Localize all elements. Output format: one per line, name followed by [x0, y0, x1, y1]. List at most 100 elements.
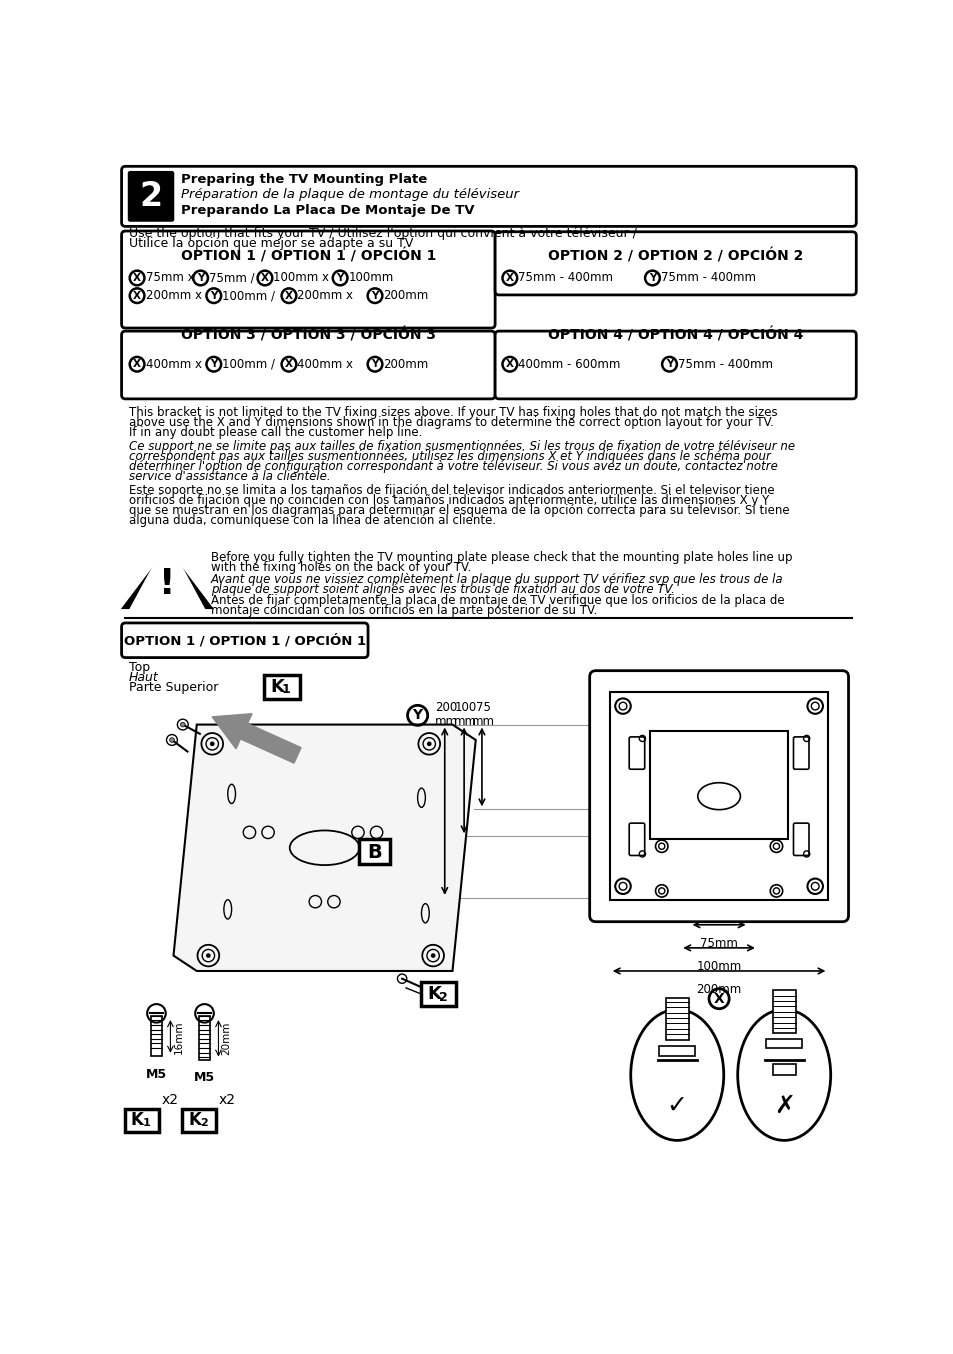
- Text: This bracket is not limited to the TV fixing sizes above. If your TV has fixing : This bracket is not limited to the TV fi…: [129, 406, 777, 418]
- Text: Este soporte no se limita a los tamaños de fijación del televisor indicados ante: Este soporte no se limita a los tamaños …: [129, 485, 774, 497]
- Text: que se muestran en los diagramas para determinar el esquema de la opción correct: que se muestran en los diagramas para de…: [129, 504, 788, 517]
- Text: 1: 1: [282, 684, 291, 696]
- FancyBboxPatch shape: [589, 670, 847, 922]
- Text: Use the option that fits your TV / Utilisez l'option qui convient à votre télévi: Use the option that fits your TV / Utili…: [129, 227, 636, 240]
- Circle shape: [210, 742, 214, 746]
- Text: x2: x2: [218, 1093, 235, 1106]
- FancyBboxPatch shape: [629, 823, 644, 856]
- Text: plaque de support soient alignés avec les trous de fixation au dos de votre TV.: plaque de support soient alignés avec le…: [211, 584, 674, 596]
- Text: OPTION 4 / OPTION 4 / OPCIÓN 4: OPTION 4 / OPTION 4 / OPCIÓN 4: [547, 328, 802, 343]
- Text: OPTION 3 / OPTION 3 / OPCIÓN 3: OPTION 3 / OPTION 3 / OPCIÓN 3: [181, 328, 436, 343]
- FancyBboxPatch shape: [793, 737, 808, 769]
- FancyBboxPatch shape: [420, 982, 456, 1006]
- Text: Y: Y: [665, 359, 673, 370]
- FancyBboxPatch shape: [182, 1109, 216, 1132]
- FancyBboxPatch shape: [121, 167, 856, 226]
- Bar: [199, 1016, 210, 1060]
- Text: 100mm /: 100mm /: [222, 290, 279, 302]
- FancyBboxPatch shape: [793, 823, 808, 856]
- Text: X: X: [285, 359, 293, 370]
- Text: 2: 2: [438, 991, 447, 1003]
- Text: 100mm: 100mm: [696, 960, 740, 974]
- Text: 2: 2: [139, 180, 162, 213]
- Text: 200mm x: 200mm x: [146, 290, 205, 302]
- Text: K: K: [270, 678, 284, 696]
- Text: X: X: [132, 291, 141, 301]
- Text: alguna duda, comuníquese con la línea de atención al cliente.: alguna duda, comuníquese con la línea de…: [129, 515, 496, 527]
- FancyBboxPatch shape: [495, 332, 856, 399]
- Text: correspondent pas aux tailles susmentionnées, utilisez les dimensions X et Y ind: correspondent pas aux tailles susmention…: [129, 450, 770, 463]
- Text: 200mm: 200mm: [383, 290, 428, 302]
- Text: Y: Y: [210, 291, 217, 301]
- Text: ✗: ✗: [773, 1094, 794, 1118]
- Text: M5: M5: [146, 1068, 167, 1080]
- Text: OPTION 1 / OPTION 1 / OPCIÓN 1: OPTION 1 / OPTION 1 / OPCIÓN 1: [180, 249, 436, 264]
- Text: 400mm x: 400mm x: [146, 357, 205, 371]
- Text: 75mm: 75mm: [700, 937, 738, 951]
- Text: X: X: [261, 274, 269, 283]
- Text: Y: Y: [371, 291, 378, 301]
- Text: Top: Top: [129, 662, 150, 674]
- Text: Preparando La Placa De Montaje De TV: Preparando La Placa De Montaje De TV: [181, 203, 475, 217]
- Text: 75mm x: 75mm x: [146, 272, 198, 284]
- Circle shape: [427, 742, 431, 746]
- Text: with the fixing holes on the back of your TV.: with the fixing holes on the back of you…: [211, 562, 471, 574]
- Text: déterminer l'option de configuration correspondant à votre téléviseur. Si vous a: déterminer l'option de configuration cor…: [129, 460, 777, 473]
- FancyBboxPatch shape: [121, 232, 495, 328]
- Text: Antes de fijar completamente la placa de montaje de TV verifique que los orifici: Antes de fijar completamente la placa de…: [211, 594, 783, 608]
- Bar: [151, 1016, 162, 1056]
- Text: Haut: Haut: [129, 672, 158, 685]
- Text: Avant que vous ne vissiez complètement la plaque du support TV vérifiez svp que : Avant que vous ne vissiez complètement l…: [211, 573, 782, 586]
- Text: !: !: [159, 567, 175, 601]
- Text: Y: Y: [371, 359, 378, 370]
- Text: X: X: [713, 991, 723, 1006]
- Text: 200mm x: 200mm x: [297, 290, 356, 302]
- Text: K: K: [427, 986, 440, 1003]
- Text: B: B: [367, 844, 381, 862]
- Text: service d'assistance à la clientèle.: service d'assistance à la clientèle.: [129, 470, 330, 483]
- Text: X: X: [132, 274, 141, 283]
- Text: X: X: [505, 274, 514, 283]
- Text: Preparing the TV Mounting Plate: Preparing the TV Mounting Plate: [181, 173, 427, 185]
- Polygon shape: [127, 539, 208, 613]
- Text: 75mm /: 75mm /: [209, 272, 258, 284]
- Text: OPTION 1 / OPTION 1 / OPCIÓN 1: OPTION 1 / OPTION 1 / OPCIÓN 1: [124, 634, 366, 647]
- FancyBboxPatch shape: [121, 623, 368, 658]
- Text: 100mm x: 100mm x: [274, 272, 333, 284]
- Text: 400mm x: 400mm x: [297, 357, 356, 371]
- Text: 75mm - 400mm: 75mm - 400mm: [678, 357, 772, 371]
- FancyBboxPatch shape: [121, 332, 495, 399]
- Text: K: K: [131, 1112, 144, 1129]
- FancyBboxPatch shape: [358, 839, 390, 864]
- FancyBboxPatch shape: [609, 692, 827, 900]
- Text: 200mm: 200mm: [696, 983, 740, 997]
- Text: X: X: [505, 359, 514, 370]
- Text: x2: x2: [161, 1093, 178, 1106]
- FancyBboxPatch shape: [649, 731, 787, 838]
- Text: 100mm: 100mm: [348, 272, 394, 284]
- Text: 16mm: 16mm: [173, 1021, 183, 1053]
- Text: 2: 2: [199, 1118, 208, 1128]
- Text: 75mm - 400mm: 75mm - 400mm: [517, 272, 613, 284]
- Text: M5: M5: [193, 1071, 214, 1085]
- FancyBboxPatch shape: [125, 1109, 158, 1132]
- Text: X: X: [285, 291, 293, 301]
- Text: Y: Y: [336, 274, 343, 283]
- Bar: [659, 1047, 695, 1056]
- Bar: [772, 990, 795, 1033]
- Text: If in any doubt please call the customer help line.: If in any doubt please call the customer…: [129, 425, 421, 439]
- Text: ✓: ✓: [666, 1094, 687, 1118]
- Text: 75
mm: 75 mm: [472, 701, 495, 728]
- FancyBboxPatch shape: [495, 232, 856, 295]
- Text: Y: Y: [210, 359, 217, 370]
- Text: 200mm: 200mm: [383, 357, 428, 371]
- Circle shape: [431, 953, 435, 957]
- Text: Utilice la opción que mejor se adapte a su TV: Utilice la opción que mejor se adapte a …: [129, 237, 413, 250]
- Bar: [765, 1039, 801, 1048]
- Bar: [772, 1064, 795, 1075]
- Polygon shape: [121, 547, 213, 609]
- Text: 100
mm: 100 mm: [454, 701, 476, 728]
- Text: 75mm - 400mm: 75mm - 400mm: [660, 272, 755, 284]
- Polygon shape: [173, 724, 476, 971]
- Circle shape: [170, 738, 174, 742]
